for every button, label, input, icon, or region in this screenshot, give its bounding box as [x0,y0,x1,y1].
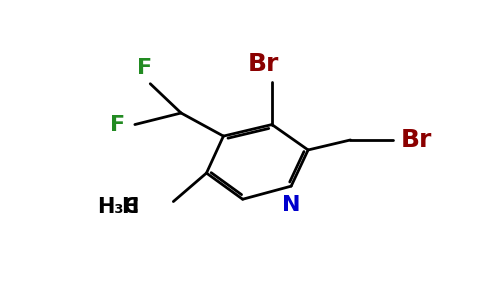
Text: Br: Br [248,52,279,76]
Text: F: F [110,115,125,134]
Text: H: H [121,197,139,217]
Text: H₃C: H₃C [97,197,139,217]
Text: F: F [137,58,152,78]
Text: N: N [282,195,301,215]
Text: Br: Br [401,128,432,152]
